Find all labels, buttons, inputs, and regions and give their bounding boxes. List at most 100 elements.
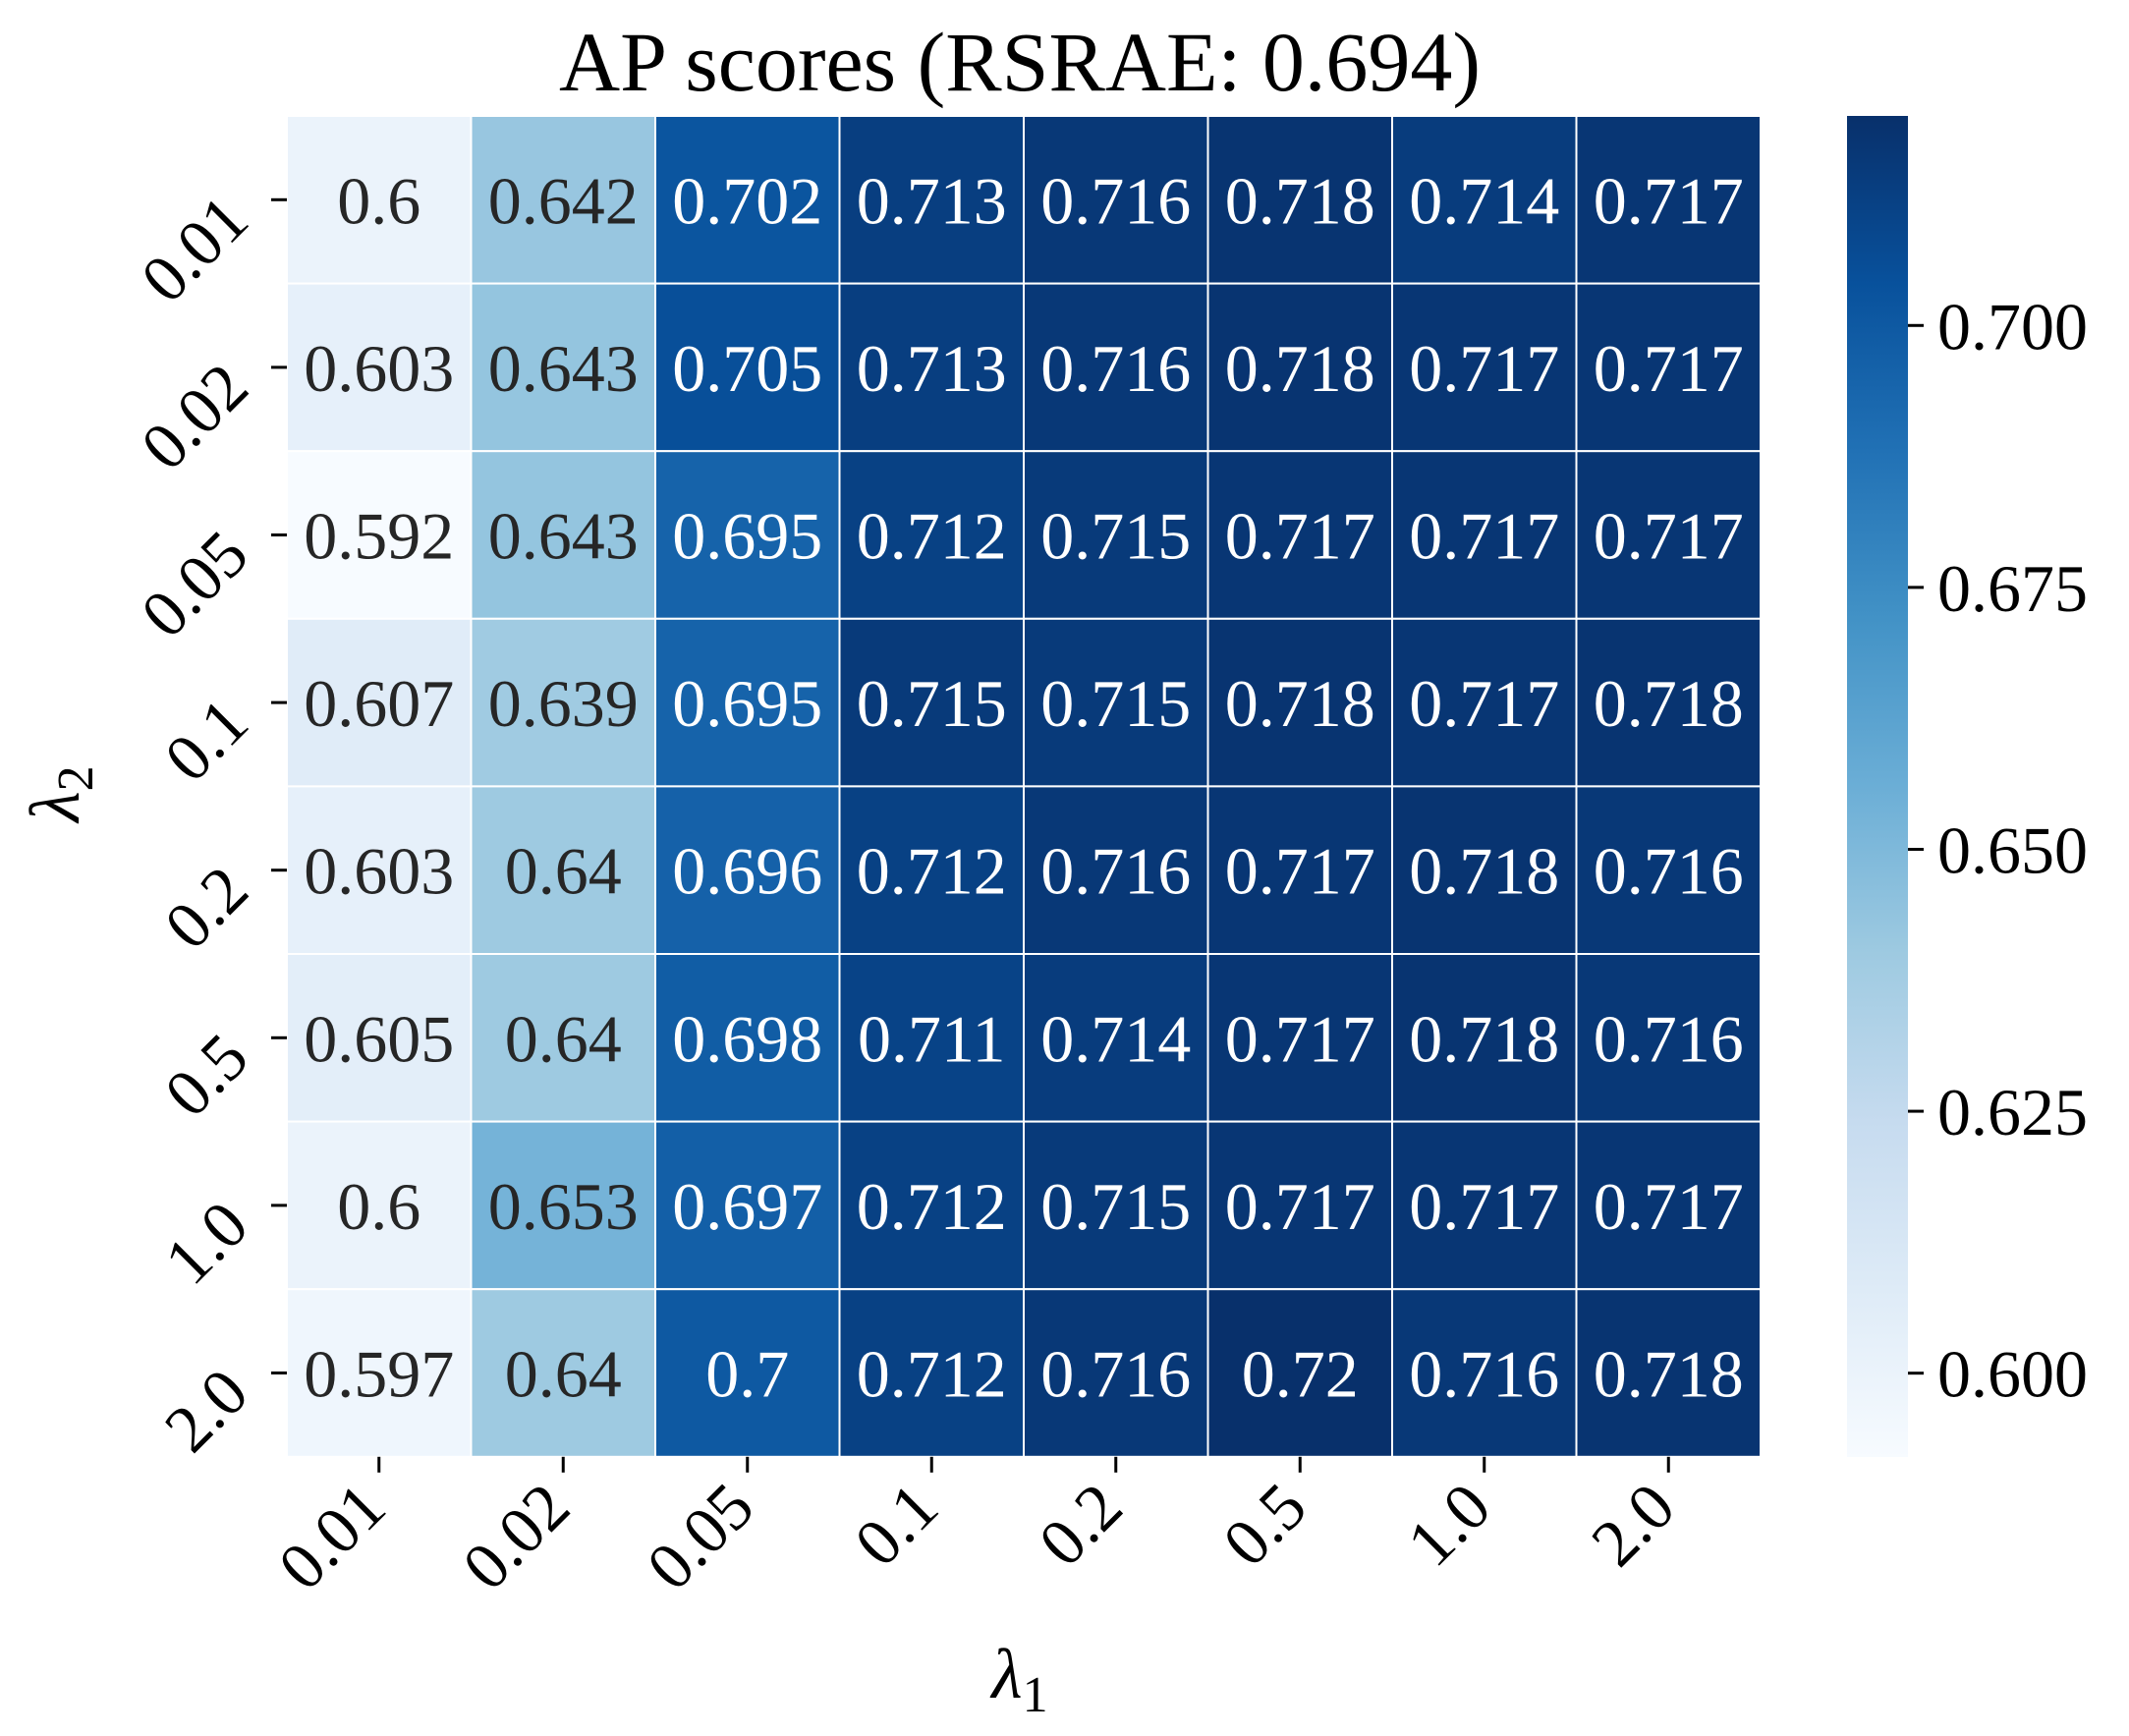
heatmap-cell bbox=[1391, 953, 1578, 1123]
heatmap-cell bbox=[1023, 115, 1209, 285]
heatmap-cell bbox=[654, 1120, 841, 1291]
cell-value-label: 0.718 bbox=[1225, 163, 1375, 238]
x-tick-label: 0.5 bbox=[1208, 1469, 1320, 1581]
heatmap-cell bbox=[654, 115, 841, 285]
heatmap-cell bbox=[1206, 1120, 1393, 1291]
cell-value-label: 0.695 bbox=[672, 499, 822, 574]
cell-value-label: 0.717 bbox=[1594, 1169, 1744, 1244]
heatmap-cell bbox=[654, 617, 841, 788]
colorbar-tick-label: 0.700 bbox=[1937, 289, 2088, 364]
heatmap-cell bbox=[838, 785, 1025, 956]
cell-value-label: 0.717 bbox=[1409, 499, 1559, 574]
cell-value-label: 0.717 bbox=[1409, 1169, 1559, 1244]
y-tick-label: 0.02 bbox=[127, 349, 262, 484]
cell-value-label: 0.716 bbox=[1040, 331, 1191, 406]
y-tick-label: 2.0 bbox=[150, 1354, 262, 1466]
heatmap-cell bbox=[1575, 282, 1762, 453]
heatmap-cell bbox=[1023, 1288, 1209, 1458]
heatmap-cell-labels: 0.6 0.642 0.702 0.713 0.716 0.718 0.714 0.717 0.… bbox=[304, 163, 1744, 1411]
heatmap-cell bbox=[286, 450, 473, 620]
heatmap-cell bbox=[286, 1120, 473, 1291]
colorbar-tick-label: 0.600 bbox=[1937, 1337, 2088, 1412]
heatmap-cell bbox=[654, 450, 841, 620]
x-tick-label: 0.1 bbox=[840, 1469, 952, 1581]
cell-value-label: 0.695 bbox=[672, 666, 822, 741]
y-tick-label: 0.1 bbox=[150, 684, 262, 796]
heatmap-cell bbox=[654, 1288, 841, 1458]
cell-value-label: 0.697 bbox=[672, 1169, 822, 1244]
cell-value-label: 0.603 bbox=[304, 331, 454, 406]
cell-value-label: 0.717 bbox=[1225, 499, 1375, 574]
heatmap-cell bbox=[286, 617, 473, 788]
cell-value-label: 0.713 bbox=[857, 331, 1007, 406]
colorbar-gradient bbox=[1847, 116, 1908, 1457]
cell-value-label: 0.643 bbox=[488, 331, 639, 406]
cell-value-label: 0.715 bbox=[1040, 499, 1191, 574]
cell-value-label: 0.698 bbox=[672, 1001, 822, 1076]
colorbar-tick-label: 0.675 bbox=[1937, 551, 2088, 626]
heatmap-cell bbox=[1391, 450, 1578, 620]
x-tick-label: 0.2 bbox=[1025, 1469, 1137, 1581]
y-axis-label: λ2 bbox=[16, 765, 104, 823]
heatmap-cell bbox=[838, 450, 1025, 620]
cell-value-label: 0.712 bbox=[857, 499, 1007, 574]
heatmap-cell bbox=[1575, 450, 1762, 620]
x-tick-label: 0.05 bbox=[632, 1469, 767, 1604]
cell-value-label: 0.717 bbox=[1594, 499, 1744, 574]
cell-value-label: 0.718 bbox=[1594, 666, 1744, 741]
heatmap-cell bbox=[1206, 450, 1393, 620]
cell-value-label: 0.72 bbox=[1242, 1337, 1359, 1412]
heatmap-cell bbox=[1575, 785, 1762, 956]
x-tick-label: 2.0 bbox=[1577, 1469, 1689, 1581]
cell-value-label: 0.7 bbox=[705, 1337, 789, 1412]
heatmap-cell bbox=[1391, 617, 1578, 788]
cell-value-label: 0.718 bbox=[1409, 834, 1559, 909]
y-tick-label: 0.05 bbox=[127, 516, 262, 651]
heatmap-cell bbox=[1391, 785, 1578, 956]
cell-value-label: 0.64 bbox=[505, 1001, 622, 1076]
cell-value-label: 0.639 bbox=[488, 666, 639, 741]
cell-value-label: 0.716 bbox=[1040, 834, 1191, 909]
heatmap-cell bbox=[838, 115, 1025, 285]
cell-value-label: 0.642 bbox=[488, 163, 639, 238]
heatmap-cell bbox=[838, 1288, 1025, 1458]
cell-value-label: 0.717 bbox=[1409, 331, 1559, 406]
cell-value-label: 0.716 bbox=[1594, 834, 1744, 909]
x-axis-ticks: 0.01 0.02 0.05 0.1 0.2 0.5 1.0 2.0 bbox=[263, 1456, 1689, 1604]
x-axis-label: λ1 bbox=[989, 1635, 1047, 1723]
cell-value-label: 0.597 bbox=[304, 1337, 454, 1412]
x-tick-label: 0.01 bbox=[263, 1469, 399, 1604]
cell-value-label: 0.696 bbox=[672, 834, 822, 909]
heatmap-cell bbox=[1206, 953, 1393, 1123]
heatmap-cell bbox=[1575, 1288, 1762, 1458]
cell-value-label: 0.714 bbox=[1409, 163, 1559, 238]
heatmap-cell bbox=[1206, 785, 1393, 956]
cell-value-label: 0.592 bbox=[304, 499, 454, 574]
heatmap-cell bbox=[1023, 617, 1209, 788]
heatmap-cell bbox=[838, 282, 1025, 453]
colorbar-tick-label: 0.650 bbox=[1937, 812, 2088, 887]
colorbar: 0.600 0.625 0.650 0.675 0.700 bbox=[1847, 116, 2088, 1457]
cell-value-label: 0.718 bbox=[1594, 1337, 1744, 1412]
y-tick-label: 0.01 bbox=[127, 181, 262, 316]
cell-value-label: 0.717 bbox=[1225, 1001, 1375, 1076]
cell-value-label: 0.712 bbox=[857, 1337, 1007, 1412]
cell-value-label: 0.605 bbox=[304, 1001, 454, 1076]
cell-value-label: 0.64 bbox=[505, 834, 622, 909]
heatmap-cell bbox=[1023, 450, 1209, 620]
heatmap-cell bbox=[1023, 282, 1209, 453]
heatmap-cell bbox=[1023, 1120, 1209, 1291]
cell-value-label: 0.603 bbox=[304, 834, 454, 909]
cell-value-label: 0.718 bbox=[1409, 1001, 1559, 1076]
cell-value-label: 0.713 bbox=[857, 163, 1007, 238]
x-tick-label: 0.02 bbox=[448, 1469, 584, 1604]
heatmap-cells bbox=[286, 115, 1762, 1458]
cell-value-label: 0.716 bbox=[1594, 1001, 1744, 1076]
cell-value-label: 0.712 bbox=[857, 1169, 1007, 1244]
cell-value-label: 0.705 bbox=[672, 331, 822, 406]
cell-value-label: 0.6 bbox=[337, 163, 420, 238]
cell-value-label: 0.717 bbox=[1409, 666, 1559, 741]
heatmap-cell bbox=[654, 785, 841, 956]
cell-value-label: 0.64 bbox=[505, 1337, 622, 1412]
